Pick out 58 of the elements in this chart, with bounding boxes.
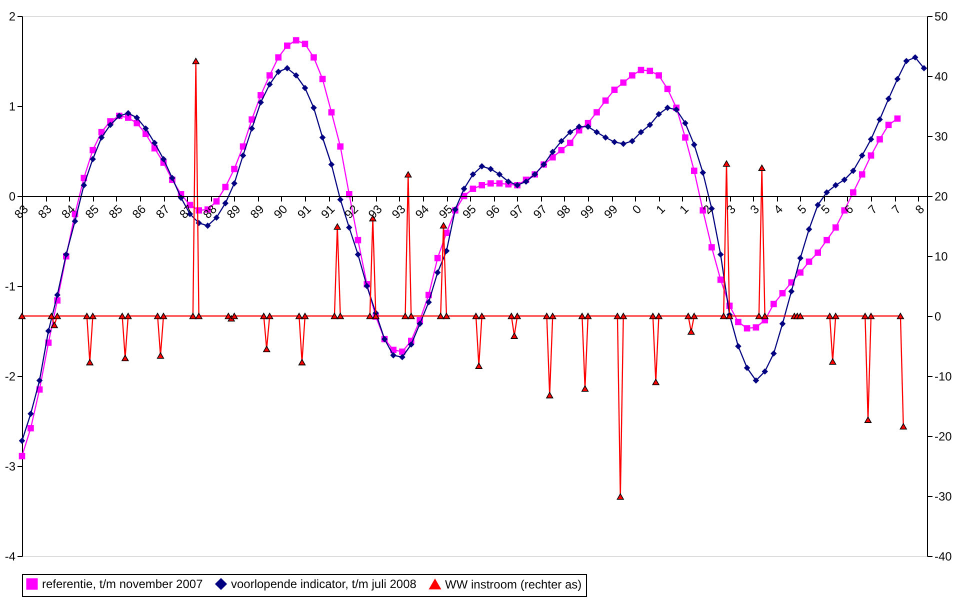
x-tick-label: 89	[224, 202, 244, 222]
x-tick-label: 91	[294, 202, 314, 222]
x-tick-label: 97	[530, 202, 550, 222]
x-tick-label: 93	[365, 202, 386, 222]
x-tick-label: 87	[153, 202, 173, 222]
y-tick-label: -1	[4, 280, 16, 294]
x-tick-label: 85	[106, 202, 126, 222]
y2-tick-label: -20	[934, 430, 952, 444]
x-tick-label: 8	[912, 202, 928, 217]
y-tick-label: -2	[4, 370, 16, 384]
x-tick-label: 87	[176, 202, 196, 222]
x-tick-label: 96	[483, 202, 503, 222]
y2-tick-label: 40	[934, 70, 948, 84]
x-tick-label: 86	[129, 202, 149, 222]
x-tick-label: 85	[82, 202, 102, 222]
x-tick-label: 3	[747, 202, 762, 217]
y2-tick-label: 30	[934, 130, 948, 144]
x-tick-label: 91	[318, 202, 338, 222]
x-tick-label: 1	[676, 202, 692, 217]
y2-tick-label: -30	[934, 490, 952, 504]
x-tick-label: 4	[770, 202, 786, 217]
y-tick-label: 1	[8, 100, 16, 114]
x-tick-label: 6	[842, 202, 856, 217]
y2-tick-label: 50	[934, 10, 948, 24]
x-tick-label: 83	[35, 202, 55, 222]
x-tick-label: 98	[554, 202, 574, 222]
x-tick-label: 95	[436, 202, 456, 222]
x-tick-label: 93	[388, 202, 409, 222]
legend-label: referentie, t/m november 2007	[42, 577, 204, 591]
x-tick-label: 84	[58, 202, 78, 222]
x-tick-label: 1	[653, 202, 668, 217]
x-tick-label: 90	[270, 202, 290, 222]
legend-label: voorlopende indicator, t/m juli 2008	[231, 577, 417, 591]
x-tick-label: 3	[724, 202, 739, 217]
legend-label: WW instroom (rechter as)	[445, 577, 582, 592]
x-tick-label: 89	[247, 202, 268, 222]
y2-tick-label: 0	[934, 310, 942, 324]
y2-tick-label: 20	[934, 190, 948, 204]
x-tick-label: 2	[700, 202, 715, 217]
y2-tick-label: -10	[934, 370, 952, 384]
x-tick-label: 7	[865, 202, 880, 217]
x-tick-label: 99	[601, 202, 621, 222]
y-tick-label: 0	[8, 190, 16, 204]
x-tick-label: 0	[629, 202, 644, 217]
y-tick-label: 2	[8, 10, 16, 24]
x-tick-label: 95	[460, 202, 480, 222]
y2-tick-label: -40	[934, 550, 952, 564]
y2-tick-label: 10	[934, 250, 948, 264]
x-tick-label: 99	[578, 202, 598, 222]
y-tick-label: -3	[4, 460, 16, 474]
x-tick-label: 88	[200, 202, 220, 222]
x-tick-label: 5	[794, 202, 810, 217]
x-tick-label: 5	[818, 202, 834, 217]
x-tick-label: 97	[506, 202, 527, 222]
x-tick-label: 94	[412, 202, 432, 222]
x-tick-label: 92	[342, 202, 362, 222]
x-tick-label: 7	[888, 202, 904, 217]
y-tick-label: -4	[4, 550, 16, 564]
